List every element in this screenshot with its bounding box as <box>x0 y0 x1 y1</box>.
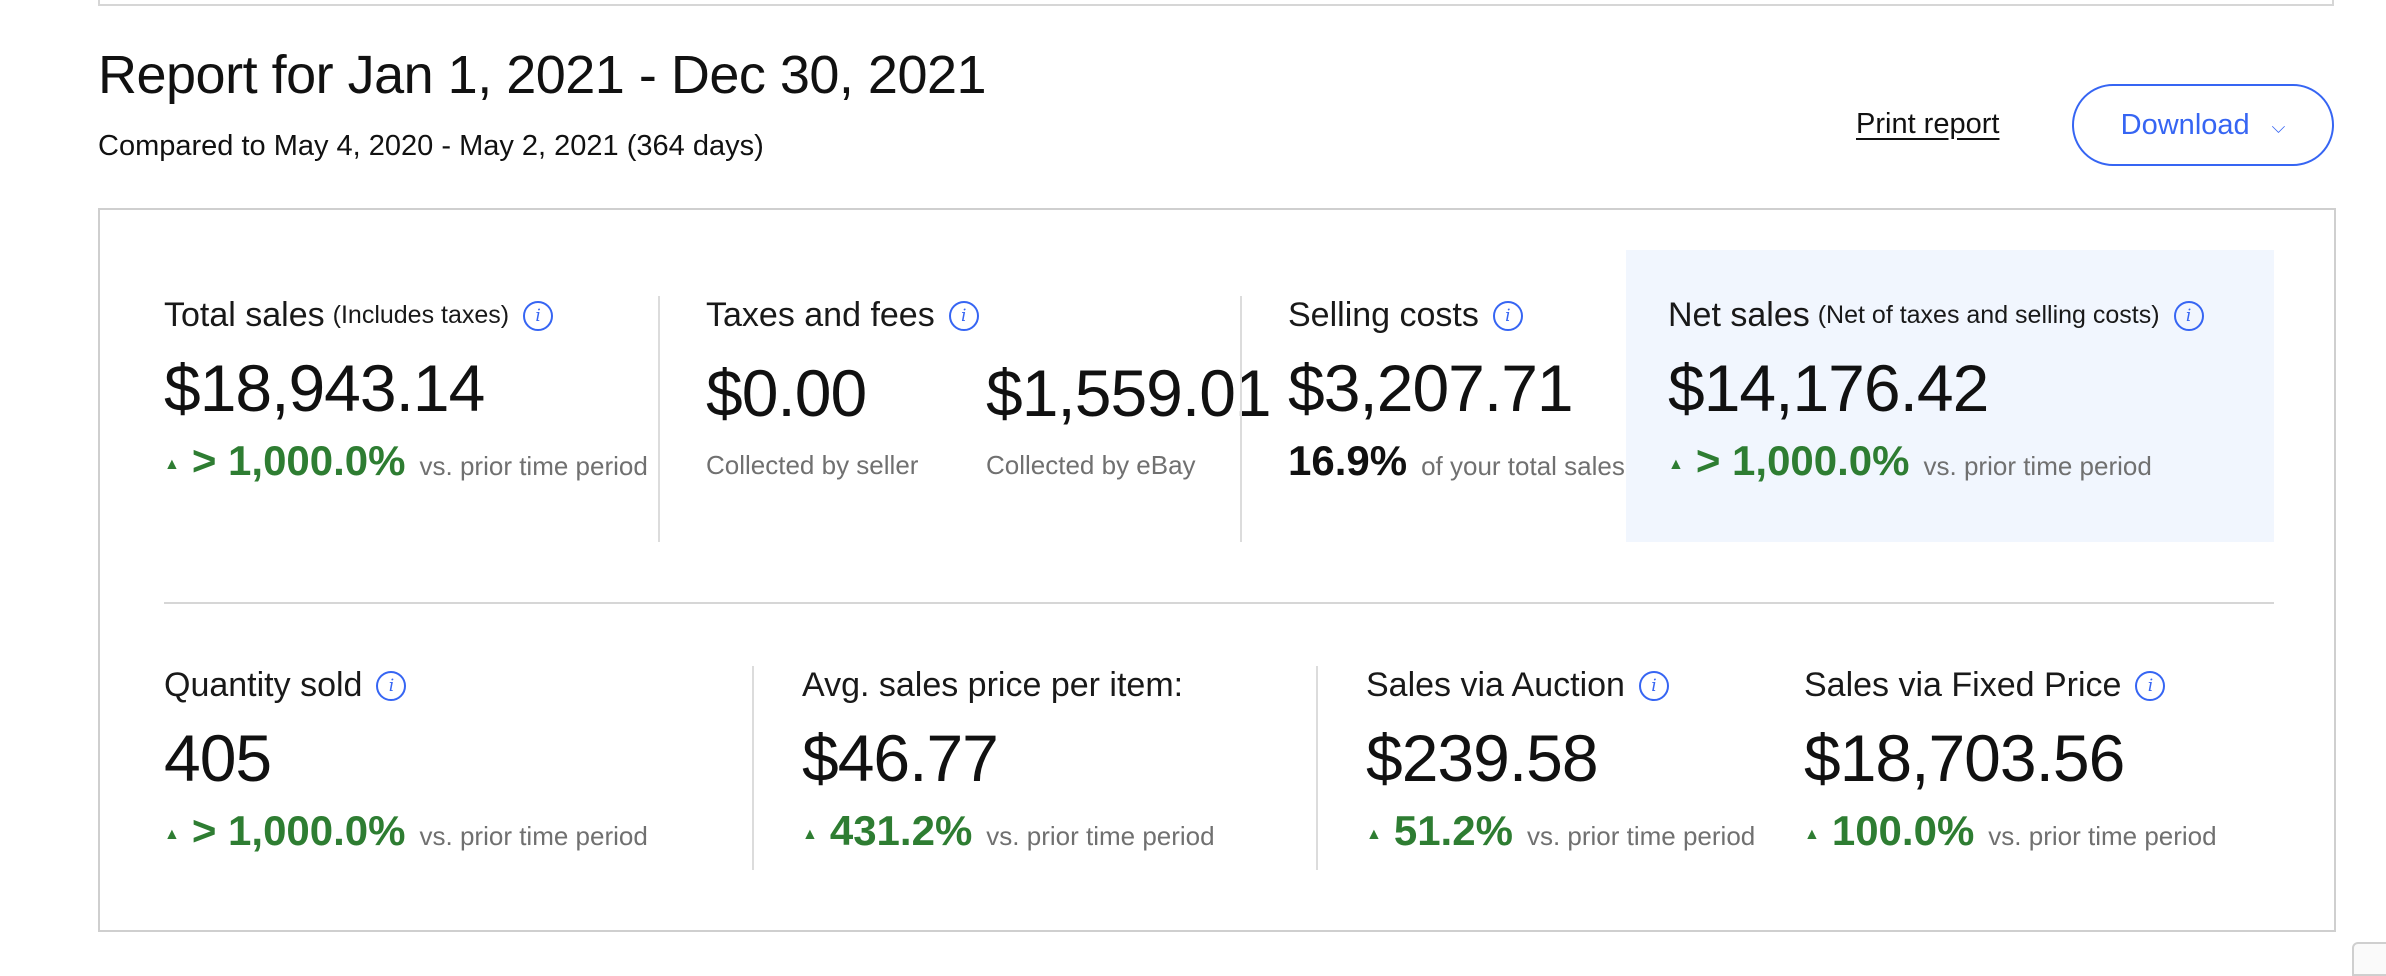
divider <box>658 296 660 542</box>
taxes-fees-label: Taxes and fees <box>706 296 935 334</box>
fixed-price-sales-label: Sales via Fixed Price <box>1804 666 2122 704</box>
up-arrow-icon: ▲ <box>164 456 180 473</box>
selling-costs-ratio: 16.9% <box>1288 437 1408 484</box>
total-sales-change: > 1,000.0% <box>191 437 406 484</box>
total-sales-metric: Total sales (Includes taxes) i $18,943.1… <box>164 296 648 485</box>
avg-price-change: 431.2% <box>829 807 973 854</box>
net-sales-value: $14,176.42 <box>1668 351 1989 425</box>
fixed-price-sales-value: $18,703.56 <box>1804 721 2125 795</box>
selling-costs-ratio-caption: of your total sales <box>1421 451 1625 481</box>
seller-taxes-value: $0.00 <box>706 356 867 430</box>
download-label: Download <box>2120 108 2250 141</box>
selling-costs-metric: Selling costs i $3,207.71 16.9% of your … <box>1288 296 1625 485</box>
divider <box>752 666 754 870</box>
auction-sales-comparison: vs. prior time period <box>1526 821 1756 851</box>
comparison-period: Compared to May 4, 2020 - May 2, 2021 (3… <box>98 130 764 162</box>
auction-sales-label: Sales via Auction <box>1366 666 1625 704</box>
ebay-taxes-caption: Collected by eBay <box>986 450 1196 480</box>
net-sales-metric: Net sales (Net of taxes and selling cost… <box>1668 296 2204 485</box>
divider <box>1316 666 1318 870</box>
taxes-collected-by-seller: $0.00 Collected by seller <box>706 360 918 481</box>
fixed-price-sales-metric: Sales via Fixed Price i $18,703.56 ▲ 100… <box>1804 666 2217 855</box>
quantity-sold-metric: Quantity sold i 405 ▲ > 1,000.0% vs. pri… <box>164 666 648 855</box>
total-sales-label: Total sales <box>164 296 325 334</box>
selling-costs-label: Selling costs <box>1288 296 1479 334</box>
page-title: Report for Jan 1, 2021 - Dec 30, 2021 <box>98 45 987 105</box>
previous-section-frame <box>98 0 2334 6</box>
info-icon[interactable]: i <box>2173 300 2204 331</box>
net-sales-comparison: vs. prior time period <box>1923 451 2152 481</box>
info-icon[interactable]: i <box>1492 300 1523 331</box>
selling-costs-value: $3,207.71 <box>1288 351 1574 425</box>
seller-taxes-caption: Collected by seller <box>706 450 919 480</box>
total-sales-value: $18,943.14 <box>164 351 485 425</box>
chevron-down-icon: ⌵ <box>2271 116 2286 137</box>
net-sales-qualifier: (Net of taxes and selling costs) <box>1817 301 2160 329</box>
up-arrow-icon: ▲ <box>1804 826 1820 843</box>
feedback-tab[interactable] <box>2352 942 2386 976</box>
sales-summary-card: Total sales (Includes taxes) i $18,943.1… <box>98 208 2336 932</box>
net-sales-change: > 1,000.0% <box>1695 437 1910 484</box>
up-arrow-icon: ▲ <box>1668 456 1684 473</box>
total-sales-comparison: vs. prior time period <box>419 451 648 481</box>
row-separator <box>164 602 2274 604</box>
auction-sales-value: $239.58 <box>1366 721 1599 795</box>
print-report-link[interactable]: Print report <box>1856 108 2000 140</box>
avg-price-value: $46.77 <box>802 721 999 795</box>
auction-sales-change: 51.2% <box>1393 807 1513 854</box>
quantity-sold-comparison: vs. prior time period <box>419 821 648 851</box>
divider <box>1240 296 1242 542</box>
info-icon[interactable]: i <box>376 670 407 701</box>
fixed-price-sales-change: 100.0% <box>1831 807 1975 854</box>
ebay-taxes-value: $1,559.01 <box>986 356 1272 430</box>
quantity-sold-label: Quantity sold <box>164 666 363 704</box>
info-icon[interactable]: i <box>948 300 979 331</box>
up-arrow-icon: ▲ <box>1366 826 1382 843</box>
avg-price-comparison: vs. prior time period <box>986 821 1215 851</box>
total-sales-qualifier: (Includes taxes) <box>332 301 510 329</box>
info-icon[interactable]: i <box>1638 670 1669 701</box>
up-arrow-icon: ▲ <box>802 826 818 843</box>
info-icon[interactable]: i <box>2135 670 2166 701</box>
info-icon[interactable]: i <box>523 300 554 331</box>
avg-price-metric: Avg. sales price per item: $46.77 ▲ 431.… <box>802 666 1215 855</box>
up-arrow-icon: ▲ <box>164 826 180 843</box>
quantity-sold-change: > 1,000.0% <box>191 807 406 854</box>
auction-sales-metric: Sales via Auction i $239.58 ▲ 51.2% vs. … <box>1366 666 1755 855</box>
taxes-collected-by-ebay: $1,559.01 Collected by eBay <box>986 356 1272 481</box>
fixed-price-sales-comparison: vs. prior time period <box>1988 821 2217 851</box>
net-sales-label: Net sales <box>1668 296 1810 334</box>
quantity-sold-value: 405 <box>164 721 272 795</box>
taxes-fees-metric: Taxes and fees i <box>706 296 979 335</box>
download-button[interactable]: Download ⌵ <box>2072 84 2334 166</box>
net-sales-highlight <box>1626 250 2274 542</box>
avg-price-label: Avg. sales price per item: <box>802 666 1184 704</box>
